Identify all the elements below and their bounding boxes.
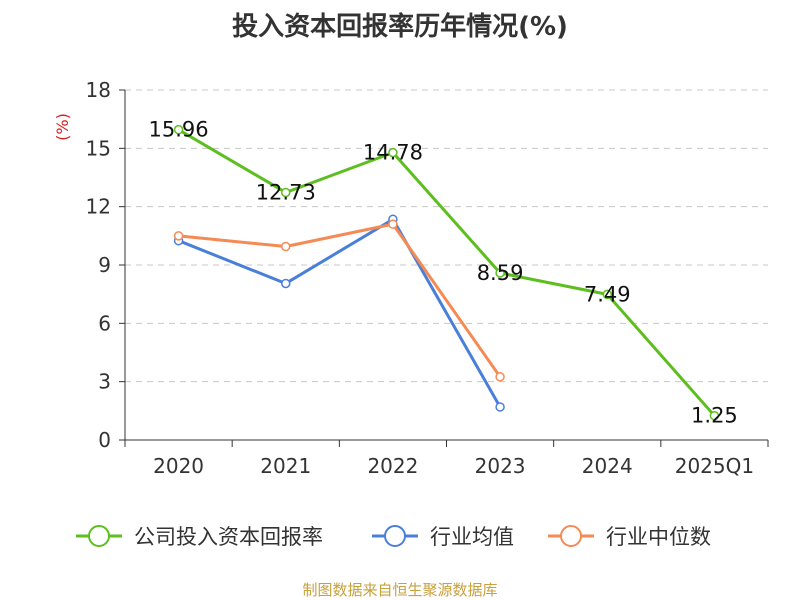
x-tick-label: 2022 <box>367 454 418 478</box>
x-tick-label: 2025Q1 <box>675 454 754 478</box>
source-note: 制图数据来自恒生聚源数据库 <box>302 581 497 599</box>
x-tick-label: 2023 <box>475 454 526 478</box>
data-label: 14.78 <box>363 141 423 165</box>
y-tick-label: 6 <box>98 311 111 335</box>
y-axis-unit: (%) <box>53 113 72 141</box>
x-tick-label: 2021 <box>260 454 311 478</box>
data-point <box>495 402 505 412</box>
y-tick-label: 9 <box>98 253 111 277</box>
data-point <box>173 231 184 241</box>
series-line <box>178 217 502 408</box>
data-point <box>388 147 398 158</box>
x-tick-label: 2020 <box>153 454 204 478</box>
axes <box>119 89 769 447</box>
data-point <box>495 372 505 382</box>
data-point <box>281 241 291 252</box>
legend-label: 公司投入资本回报率 <box>134 525 323 549</box>
legend-swatch-marker <box>384 525 406 547</box>
data-point <box>709 410 720 421</box>
data-point <box>281 187 291 198</box>
legend-swatch-marker <box>88 525 110 547</box>
y-tick-label: 12 <box>86 195 111 219</box>
grid <box>125 89 768 383</box>
data-point <box>495 268 505 278</box>
chart-title: 投入资本回报率历年情况(%) <box>232 11 568 42</box>
legend: 公司投入资本回报率 行业均值 行业中位数 <box>76 525 711 549</box>
data-point <box>602 289 612 300</box>
legend-swatch-marker <box>560 525 582 547</box>
x-tick-label: 2024 <box>582 454 633 478</box>
series-group <box>173 124 720 421</box>
data-labels: 15.96 12.73 14.78 8.59 7.49 1.25 <box>149 118 738 428</box>
data-label: 8.59 <box>477 261 524 285</box>
y-tick-label: 15 <box>86 136 111 160</box>
data-label: 1.25 <box>691 404 738 428</box>
data-point <box>281 278 291 289</box>
data-label: 15.96 <box>149 118 209 142</box>
data-point <box>173 124 184 135</box>
y-tick-label: 18 <box>86 78 111 102</box>
y-tick-labels: 0 3 6 9 12 15 18 <box>86 78 111 452</box>
x-tick-labels: 2020 2021 2022 2023 2024 2025Q1 <box>153 454 754 478</box>
data-point <box>388 219 398 229</box>
y-tick-label: 3 <box>98 370 111 394</box>
data-label: 12.73 <box>256 180 316 204</box>
legend-label: 行业均值 <box>430 525 514 549</box>
y-tick-label: 0 <box>98 428 111 452</box>
legend-label: 行业中位数 <box>606 525 711 549</box>
data-label: 7.49 <box>584 282 631 306</box>
series-line <box>178 222 502 378</box>
series-line <box>177 128 716 417</box>
